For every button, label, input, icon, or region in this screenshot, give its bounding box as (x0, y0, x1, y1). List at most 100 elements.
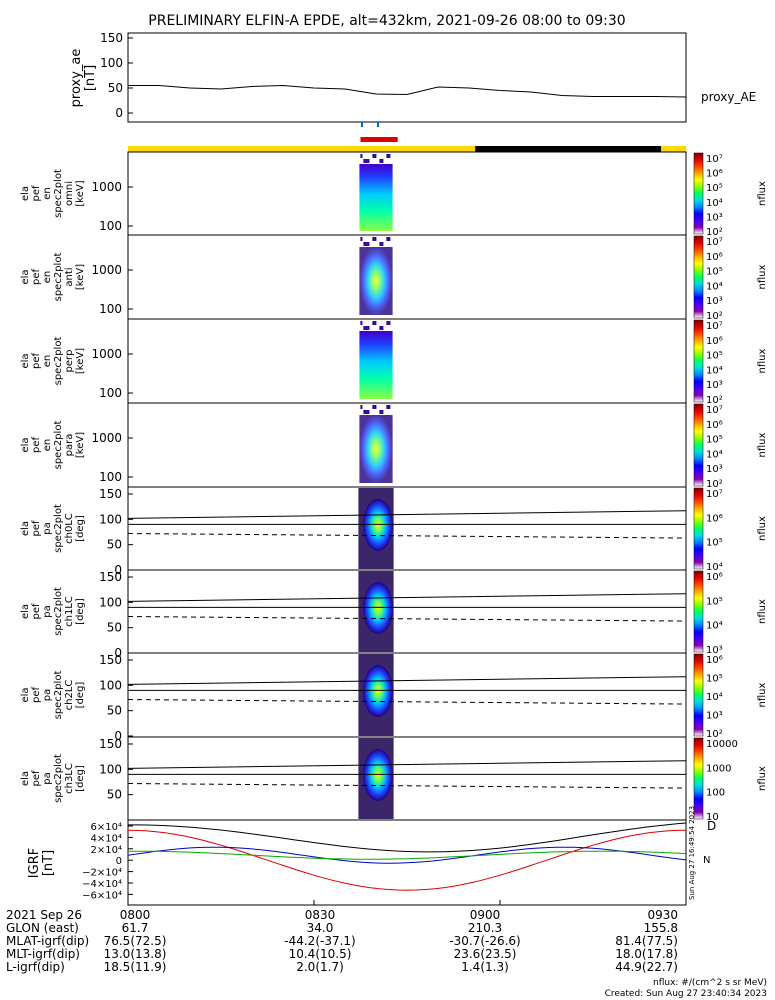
spectrum-speckle (379, 159, 382, 163)
colorbar-tick-label: 10⁶ (706, 336, 723, 347)
spectrum-speckle (372, 237, 375, 241)
colorbar-tick-label: 10³ (706, 464, 723, 475)
plot-title: PRELIMINARY ELFIN-A EPDE, alt=432km, 202… (148, 13, 625, 29)
energy-tick-label: 100 (99, 470, 122, 484)
colorbar-label: nflux (757, 181, 768, 206)
panel-ylabel-line: ch3LC (64, 763, 75, 794)
igrf-frame (127, 819, 687, 906)
panel-ylabel-line: spec2plot (53, 671, 64, 720)
state-bar-segment (661, 146, 686, 152)
spectrum-speckle (381, 242, 384, 246)
pitch-angle-tick-label: 50 (107, 704, 122, 718)
ephemeris-value: 0930 (647, 908, 678, 922)
spectrum-speckle (379, 326, 382, 330)
panel-ylabel-line: en (42, 439, 53, 452)
proxy-ae-tick-label: 0 (115, 106, 123, 120)
spectrum-speckle (372, 405, 375, 409)
colorbar-tick-label: 10⁴ (706, 449, 723, 460)
ephemeris-value: 18.5(11.9) (103, 960, 167, 974)
spectrum-speckle (381, 159, 384, 163)
spectrum-speckle (372, 321, 375, 325)
spectrum-speckle (360, 237, 363, 241)
igrf-red-curve (127, 829, 687, 891)
spectrum-speckle (374, 154, 377, 158)
pitch-angle-tick-label: 50 (107, 621, 122, 635)
spectrum-speckle (386, 321, 389, 325)
ephemeris-row-label: L-igrf(dip) (6, 960, 65, 974)
ephemeris-value: 0800 (119, 908, 151, 922)
ephemeris-value: -44.2(-37.1) (284, 934, 356, 948)
flux-units-note: nflux: #/(cm^2 s sr MeV) (653, 978, 767, 988)
colorbar (693, 319, 704, 403)
spectrum-speckle (365, 242, 368, 246)
pitch-angle-tick-label: 50 (107, 788, 122, 802)
loss-cone-upper-line (127, 760, 687, 769)
energy-spectrum-fill (359, 247, 393, 315)
spectrum-speckle (360, 321, 363, 325)
pitch-angle-tick-label: 100 (99, 678, 122, 692)
igrf-tick-label: 4×10⁴ (91, 833, 122, 844)
colorbar-tick-label: 10⁵ (706, 435, 723, 446)
spectrum-speckle (386, 154, 389, 158)
panel-ylabel-line: [deg] (75, 765, 86, 792)
spectrum-speckle (360, 154, 363, 158)
pitch-angle-core (363, 665, 393, 717)
panel-ylabel-line: para (64, 434, 75, 457)
colorbar-tick-label: 10² (706, 311, 723, 322)
panel-ylabel-line: ela (20, 521, 31, 536)
ephemeris-value: 23.6(23.5) (453, 947, 517, 961)
proxy-ae-tick-label: 50 (108, 81, 123, 95)
ephemeris-value: 155.8 (643, 921, 678, 935)
panel-ylabel-line: en (42, 187, 53, 200)
panel-ylabel-line: pef (31, 185, 42, 202)
colorbar-tick-label: 10³ (706, 212, 723, 223)
ephemeris-value: 44.9(22.7) (615, 960, 678, 974)
colorbar-tick-label: 10⁶ (706, 420, 723, 431)
colorbar-tick-label: 1000 (706, 763, 731, 774)
energy-tick-label: 100 (99, 386, 122, 400)
pitch-angle-tick-label: 0 (114, 646, 122, 660)
ephemeris-value: 1.4(1.3) (461, 960, 509, 974)
colorbar-tick-label: 10⁶ (706, 655, 723, 666)
loss-cone-upper-line (127, 510, 687, 519)
panel-ylabel-line: pa (42, 772, 53, 784)
igrf-green-curve (128, 850, 687, 860)
panel-ylabel-line: spec2plot (53, 754, 64, 803)
colorbar-tick-label: 10⁶ (706, 169, 723, 180)
panel-ylabel-line: perp (64, 350, 75, 373)
colorbar-label: nflux (757, 682, 768, 707)
colorbar-tick-label: 10⁷ (706, 405, 723, 416)
colorbar-label: nflux (757, 348, 768, 373)
proxy-ae-ylabel: proxy_ae (69, 49, 84, 108)
colorbar (693, 235, 704, 319)
spectrum-speckle (367, 326, 370, 330)
colorbar (693, 570, 704, 653)
colorbar-tick-label: 100 (706, 788, 725, 799)
panel-ylabel-line: pef (31, 437, 42, 454)
colorbar-tick-label: 10⁴ (706, 621, 723, 632)
ephemeris-row-label: MLAT-igrf(dip) (6, 934, 90, 948)
proxy-ae-frame (127, 32, 687, 123)
ephemeris-row-label: 2021 Sep 26 (6, 908, 83, 922)
proxy-ae-unit: [nT] (83, 65, 98, 91)
energy-panel-frame (127, 234, 687, 320)
panel-ylabel-line: ch0LC (64, 513, 75, 544)
loss-cone-lower-line (127, 783, 687, 789)
colorbar (693, 653, 704, 737)
panel-ylabel-line: [deg] (75, 682, 86, 709)
colorbar-tick-label: 10⁷ (706, 154, 723, 165)
panel-ylabel-line: ela (20, 604, 31, 619)
ephemeris-value: 81.4(77.5) (615, 934, 678, 948)
colorbar-tick-label: 10² (706, 479, 723, 490)
loss-cone-upper-line (127, 593, 687, 602)
colorbar-label: nflux (757, 766, 768, 791)
colorbar-tick-label: 10 (706, 812, 719, 823)
panel-ylabel-line: pa (42, 605, 53, 617)
igrf-legend-N: N (703, 855, 710, 866)
igrf-unit: [nT] (41, 850, 56, 876)
panel-ylabel-line: pef (31, 520, 42, 537)
colorbar (693, 737, 704, 820)
pitch-angle-tick-label: 0 (114, 563, 122, 577)
panel-ylabel-line: ela (20, 353, 31, 368)
panel-ylabel-line: [keV] (75, 348, 86, 374)
